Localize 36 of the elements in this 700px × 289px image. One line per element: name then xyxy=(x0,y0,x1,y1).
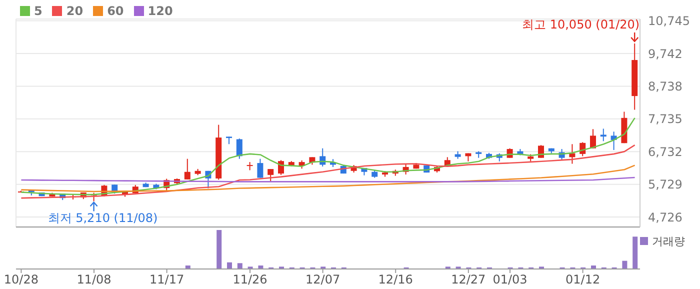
annotation: 최고 10,050 (01/20) xyxy=(522,17,640,32)
y-tick-label: 8,738 xyxy=(648,79,682,94)
x-tick-label: 01/03 xyxy=(492,272,528,287)
candlestick xyxy=(184,158,190,180)
bar xyxy=(632,236,638,269)
x-tick-label: 11/08 xyxy=(76,272,112,287)
y-tick-label: 10,745 xyxy=(648,14,690,28)
bar xyxy=(622,260,628,269)
bar xyxy=(237,263,242,269)
candlestick xyxy=(538,144,544,158)
x-tick-label: 12/16 xyxy=(378,272,413,287)
y-tick-label: 7,735 xyxy=(648,112,682,126)
x-tick-label: 01/12 xyxy=(566,272,600,287)
candlestick xyxy=(268,168,274,182)
bar xyxy=(216,230,222,269)
bar xyxy=(227,262,232,269)
candlestick xyxy=(600,128,606,142)
candlestick xyxy=(236,138,242,160)
x-tick-label: 11/17 xyxy=(150,272,184,287)
candlestick xyxy=(257,158,264,178)
y-tick-label: 9,742 xyxy=(648,46,682,61)
x-tick-label: 10/28 xyxy=(4,272,38,287)
y-tick-label: 5,729 xyxy=(648,178,682,192)
legend-label: 60 xyxy=(107,4,124,18)
annotation: 최저 5,210 (11/08) xyxy=(48,211,158,226)
y-tick-label: 6,732 xyxy=(648,144,682,159)
legend-label: 120 xyxy=(148,4,173,18)
candlestick xyxy=(590,128,596,149)
y-tick-label: 4,726 xyxy=(648,210,682,224)
legend-label: 20 xyxy=(66,4,84,18)
legend-label: 거래량 xyxy=(652,235,685,248)
legend-label: 5 xyxy=(34,4,42,18)
x-tick-label: 12/27 xyxy=(451,272,486,287)
x-tick-label: 12/07 xyxy=(306,272,340,287)
line-series xyxy=(20,144,636,199)
x-tick-label: 11/26 xyxy=(232,272,268,287)
